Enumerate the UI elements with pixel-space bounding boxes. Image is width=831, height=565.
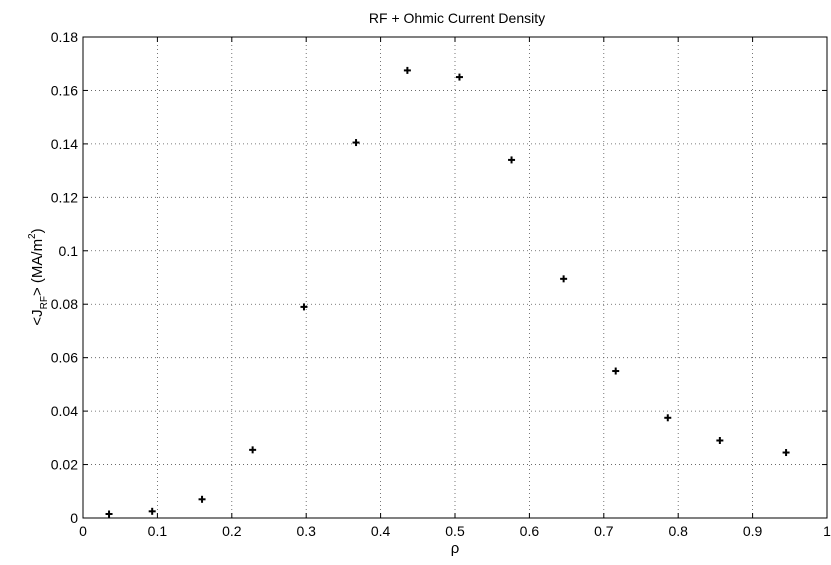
- x-tick-label: 0.8: [668, 523, 688, 539]
- data-point: [148, 507, 156, 515]
- y-axis-label-subscript: RF: [39, 296, 50, 309]
- y-tick-label: 0.06: [51, 350, 78, 366]
- data-point: [249, 446, 257, 454]
- data-point: [716, 437, 724, 445]
- data-point: [105, 510, 113, 518]
- axis-ticks: [82, 36, 828, 519]
- y-axis-label-middle: > (MA/m: [29, 239, 46, 296]
- y-tick-label: 0.08: [51, 296, 78, 312]
- y-tick-label: 0.04: [51, 403, 78, 419]
- data-point: [782, 449, 790, 457]
- x-tick-label: 0.5: [445, 523, 465, 539]
- data-point: [612, 367, 620, 375]
- y-axis-label-prefix: <J: [29, 309, 46, 325]
- x-tick-label: 0.4: [371, 523, 391, 539]
- data-points: [105, 66, 790, 518]
- y-tick-label: 0.1: [59, 243, 79, 259]
- x-tick-label: 0.6: [520, 523, 540, 539]
- y-tick-label: 0: [70, 510, 78, 526]
- y-tick-label: 0.18: [51, 29, 78, 45]
- data-point: [198, 495, 206, 503]
- y-tick-label: 0.14: [51, 136, 78, 152]
- x-tick-label: 0.1: [148, 523, 168, 539]
- y-tick-labels: 0 0.02 0.04 0.06 0.08 0.1 0.12 0.14 0.16 0.18: [51, 29, 78, 526]
- y-axis-label-suffix: ): [29, 228, 46, 233]
- y-tick-label: 0.02: [51, 457, 78, 473]
- x-tick-labels: 0 0.1 0.2 0.3 0.4 0.5 0.6 0.7 0.8 0.9 1: [79, 523, 831, 539]
- x-axis-label: ρ: [451, 540, 460, 557]
- data-point: [560, 275, 568, 283]
- y-axis-label-superscript: 2: [27, 233, 38, 239]
- data-point: [300, 303, 308, 311]
- chart-title: RF + Ohmic Current Density: [369, 10, 545, 26]
- y-tick-label: 0.16: [51, 82, 78, 98]
- data-point: [455, 73, 463, 81]
- x-tick-label: 0.7: [594, 523, 614, 539]
- x-tick-label: 0.2: [222, 523, 242, 539]
- grid-lines: [83, 37, 827, 518]
- data-point: [664, 414, 672, 422]
- data-point: [403, 66, 411, 74]
- y-axis-label: <JRF> (MA/m2): [27, 228, 50, 325]
- x-tick-label: 1: [823, 523, 831, 539]
- data-point: [352, 139, 360, 147]
- x-tick-label: 0.9: [743, 523, 763, 539]
- x-tick-label: 0.3: [296, 523, 316, 539]
- y-tick-label: 0.12: [51, 189, 78, 205]
- data-point: [508, 156, 516, 164]
- x-tick-label: 0: [79, 523, 87, 539]
